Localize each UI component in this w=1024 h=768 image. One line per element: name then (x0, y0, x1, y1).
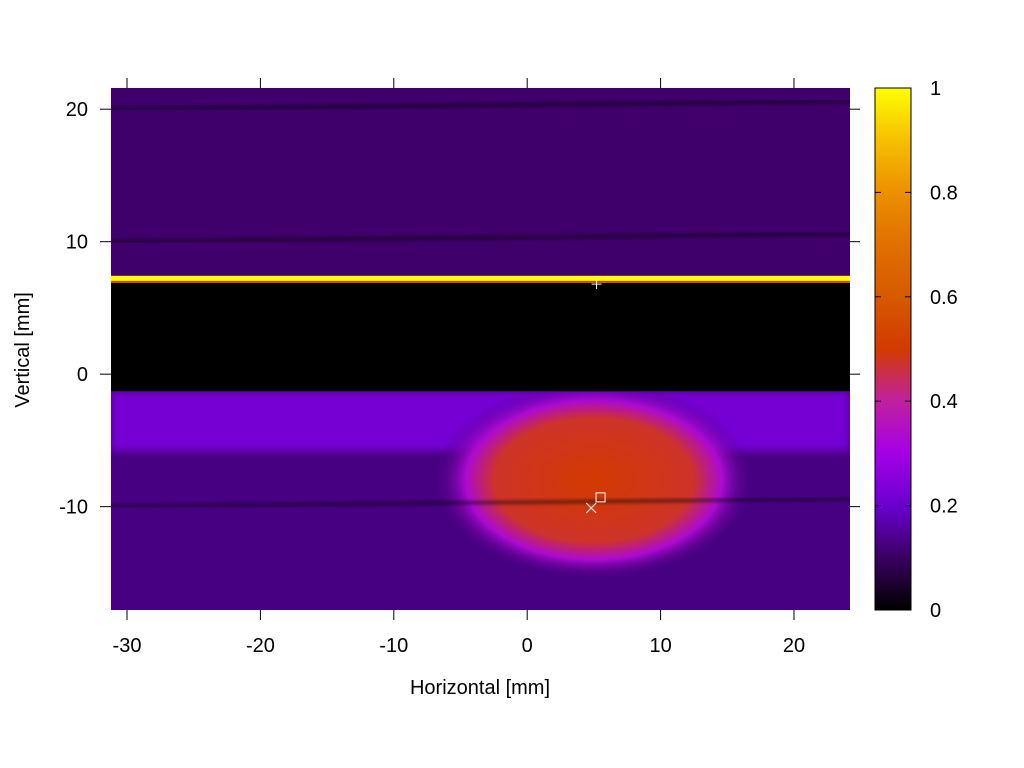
heatmap-dark-lines (111, 88, 850, 610)
y-axis-label: Vertical [mm] (12, 292, 34, 408)
colorbar-tick-label: 0.4 (930, 391, 958, 413)
heatmap-dark-hline (111, 231, 850, 244)
colorbar-gradient (874, 87, 912, 611)
x-axis: -30 -20 -10 0 10 20 (113, 78, 805, 657)
heatmap-field (111, 88, 850, 610)
colorbar: 0 0.2 0.4 0.6 0.8 1 (874, 78, 958, 622)
colorbar-tick-label: 0.6 (930, 287, 958, 309)
colorbar-ticks: 0 0.2 0.4 0.6 0.8 1 (875, 78, 958, 622)
heatmap-upper-region (111, 88, 850, 279)
x-tick-label: -10 (379, 635, 408, 657)
y-axis: -10 0 10 20 (59, 99, 860, 519)
y-tick-label: 20 (66, 99, 88, 121)
colorbar-tick-label: 0.8 (930, 182, 958, 204)
heatmap-beam-spot (433, 380, 754, 580)
heatmap-bright-line-edge (111, 280, 850, 283)
x-tick-label: 20 (783, 635, 805, 657)
marker-cross (585, 502, 597, 514)
marker-square (595, 492, 606, 503)
x-tick-label: 0 (522, 635, 533, 657)
x-tick-label: 10 (649, 635, 671, 657)
colorbar-tick-label: 1 (930, 78, 941, 100)
heatmap-dark-gap (111, 282, 850, 392)
x-axis-label: Horizontal [mm] (410, 677, 550, 699)
colorbar-tick-label: 0.2 (930, 496, 958, 518)
x-tick-label: -30 (113, 635, 142, 657)
heatmap-bright-line (111, 275, 850, 281)
y-tick-label: -10 (59, 497, 88, 519)
y-tick-label: 10 (66, 232, 88, 254)
x-tick-label: -20 (246, 635, 275, 657)
heatmap-dark-hline (111, 496, 850, 509)
heatmap-markers (585, 279, 606, 514)
y-tick-label: 0 (77, 364, 88, 386)
heatmap-dark-hline (111, 99, 850, 112)
colorbar-tick-label: 0 (930, 600, 941, 622)
marker-plus (591, 279, 602, 290)
heatmap-plot-area (111, 88, 850, 610)
